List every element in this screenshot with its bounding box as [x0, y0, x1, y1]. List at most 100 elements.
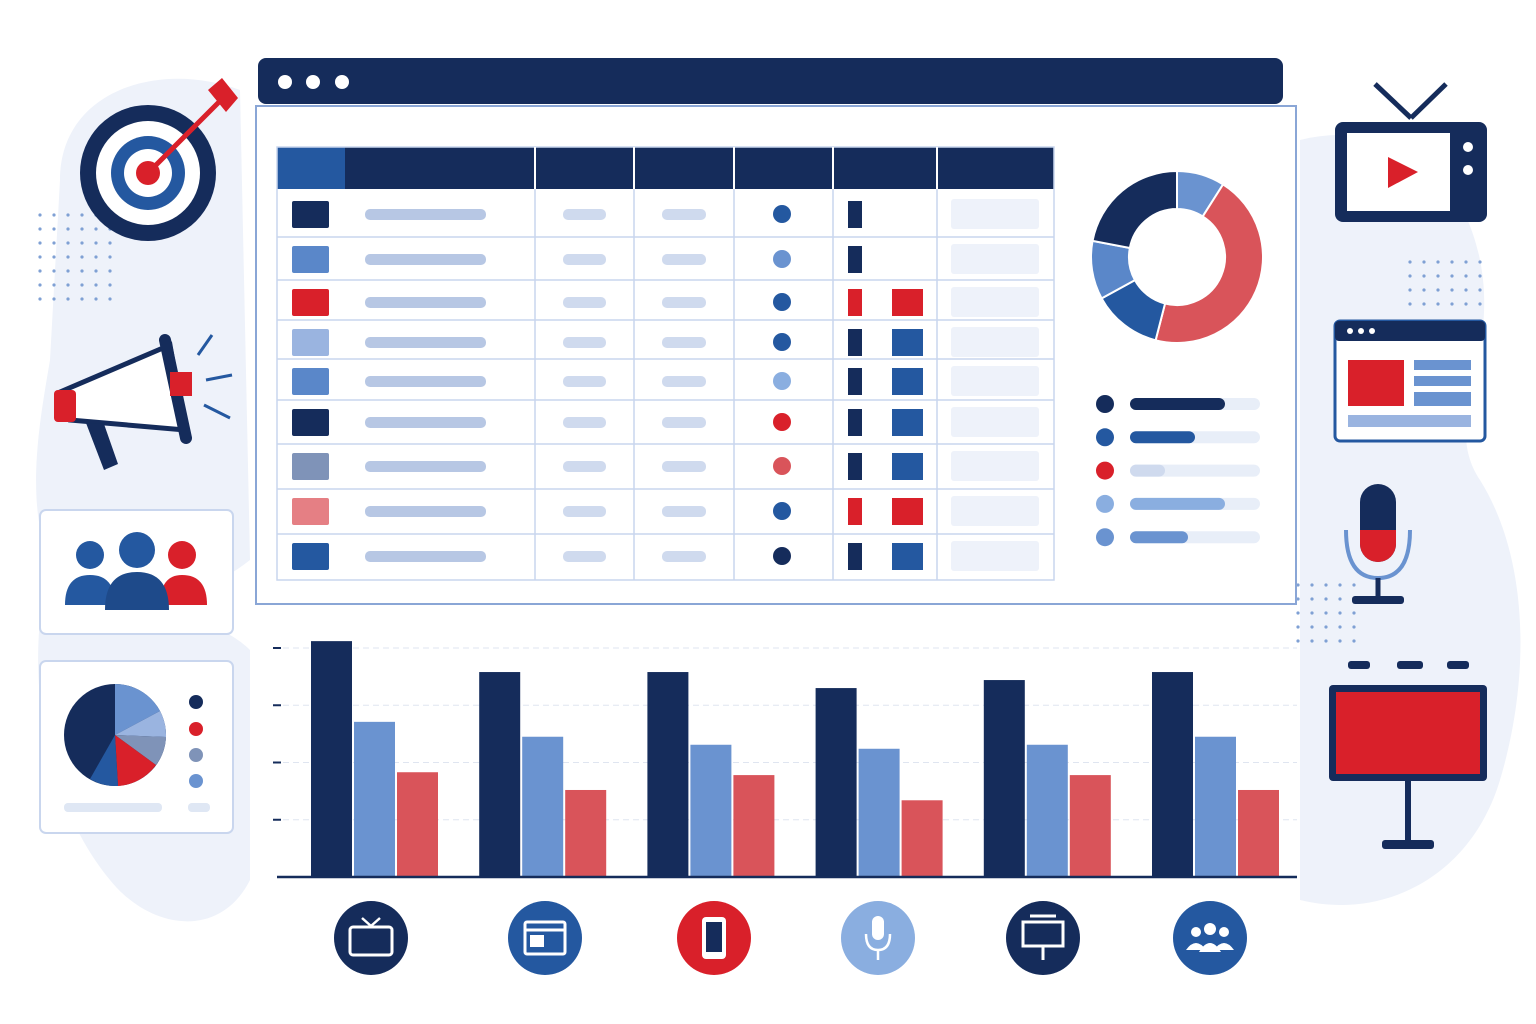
status-dot — [773, 547, 791, 565]
dot — [1464, 302, 1468, 306]
dot — [52, 269, 56, 273]
bar — [1195, 736, 1236, 877]
bar — [1152, 672, 1193, 877]
pie-card-part — [189, 722, 203, 736]
podcast-icon — [841, 901, 915, 975]
dot — [38, 269, 42, 273]
browser-window-part — [278, 75, 292, 89]
dot — [1408, 302, 1412, 306]
dot — [1310, 625, 1314, 629]
megaphone-icon-part — [205, 373, 233, 382]
dot — [1450, 288, 1454, 292]
dot — [1338, 583, 1342, 587]
cell-placeholder — [951, 366, 1039, 396]
mini-block — [848, 543, 862, 570]
audience-icon-part — [1173, 901, 1247, 975]
row-swatch — [292, 498, 329, 525]
audience-icon — [1173, 901, 1247, 975]
pie-card-part — [115, 735, 166, 765]
legend — [1096, 395, 1260, 547]
pie-card-part — [64, 803, 162, 812]
text-placeholder — [563, 297, 606, 308]
web-card-part — [1358, 328, 1364, 334]
pie-card-part — [115, 684, 160, 735]
dot — [66, 213, 70, 217]
tv-icon-part — [334, 901, 408, 975]
dot — [52, 227, 56, 231]
row-swatch — [292, 543, 329, 570]
text-placeholder — [365, 209, 486, 220]
dot — [1450, 302, 1454, 306]
text-placeholder — [662, 337, 706, 348]
dot — [1352, 625, 1356, 629]
web-card-part — [1414, 376, 1471, 386]
dot — [1310, 583, 1314, 587]
text-placeholder — [365, 506, 486, 517]
megaphone-icon-part — [203, 403, 231, 420]
dot — [1408, 288, 1412, 292]
bar — [1238, 789, 1279, 877]
web-card-part — [1347, 328, 1353, 334]
cell-placeholder — [951, 327, 1039, 357]
browser-window-part — [258, 58, 1283, 104]
text-placeholder — [662, 551, 706, 562]
text-placeholder — [662, 376, 706, 387]
dot — [1464, 260, 1468, 264]
pie-card-part — [90, 735, 118, 787]
bar — [311, 641, 352, 877]
status-dot — [773, 293, 791, 311]
text-placeholder — [563, 337, 606, 348]
legend-dot — [1096, 494, 1114, 513]
dot — [1422, 260, 1426, 264]
web-card-part — [1414, 392, 1471, 406]
status-dot — [773, 333, 791, 351]
bar — [1026, 744, 1068, 877]
pie-card-part — [115, 711, 167, 737]
mini-block — [848, 453, 862, 480]
dot — [80, 297, 84, 301]
web-icon-part — [508, 901, 582, 975]
podcast-icon-part — [872, 916, 884, 940]
dot — [1296, 611, 1300, 615]
bar — [815, 688, 857, 877]
browser-window-part — [335, 75, 349, 89]
audience-icon-part — [1186, 943, 1234, 952]
dot — [66, 241, 70, 245]
audience-icon-part — [1191, 927, 1201, 937]
status-dot — [773, 502, 791, 520]
dot — [1478, 288, 1482, 292]
mini-block — [848, 329, 862, 356]
megaphone-icon — [54, 334, 233, 470]
dot — [1436, 288, 1440, 292]
dot — [1450, 274, 1454, 278]
bar — [901, 800, 943, 877]
billboard-part — [1336, 692, 1480, 774]
text-placeholder — [365, 297, 486, 308]
row-swatch — [292, 368, 329, 395]
row-swatch — [292, 201, 329, 228]
mini-block — [892, 329, 923, 356]
dot — [38, 227, 42, 231]
target-icon-part — [208, 78, 238, 112]
legend-dot — [1096, 528, 1114, 547]
legend-bar — [1130, 431, 1195, 444]
status-dot — [773, 413, 791, 431]
row-swatch — [292, 246, 329, 273]
mobile-icon-part — [706, 922, 722, 952]
dot — [66, 283, 70, 287]
dot — [1478, 260, 1482, 264]
dot — [1296, 583, 1300, 587]
tv-icon-part — [361, 917, 381, 928]
row-swatch — [292, 409, 329, 436]
data-table-part — [276, 146, 1055, 581]
category-icons — [334, 901, 1247, 975]
audience-card-part — [65, 575, 115, 605]
dot — [1338, 639, 1342, 643]
text-placeholder — [563, 506, 606, 517]
dot — [38, 241, 42, 245]
cell-placeholder — [951, 541, 1039, 571]
dot — [108, 269, 112, 273]
dot — [1408, 274, 1412, 278]
audience-card-part — [160, 575, 207, 605]
